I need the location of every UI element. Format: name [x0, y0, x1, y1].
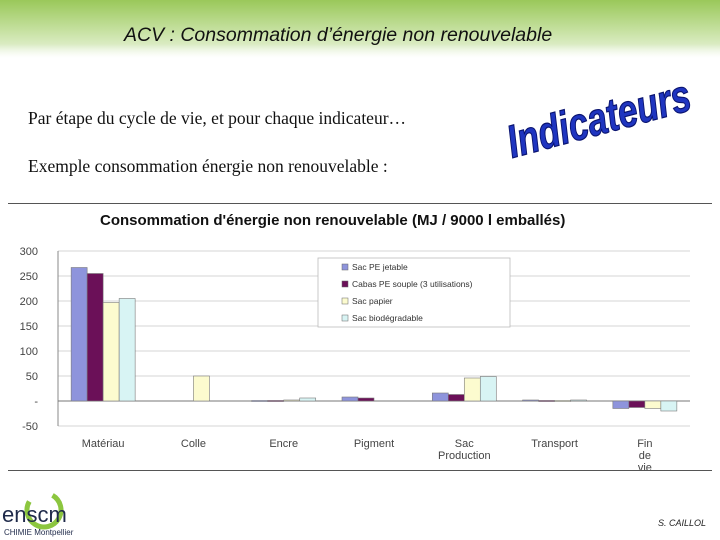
chart-title: Consommation d'énergie non renouvelable … [100, 212, 565, 229]
x-category-label: Pigment [354, 438, 394, 450]
bar [283, 399, 301, 402]
bar [102, 302, 120, 402]
bar [538, 400, 555, 402]
legend-label: Sac PE jetable [352, 262, 408, 272]
bar [251, 400, 269, 402]
chart-bottom-rule [8, 470, 712, 471]
x-category-label: vie [638, 462, 652, 470]
x-category-label: Sac [455, 438, 474, 450]
bar [431, 392, 449, 402]
bar [299, 397, 317, 402]
x-category-label: Matériau [82, 438, 125, 450]
bar [357, 397, 375, 402]
intro-text: Par étape du cycle de vie, et pour chaqu… [28, 108, 407, 128]
bar [193, 375, 210, 402]
legend-swatch [341, 263, 349, 271]
bar [660, 400, 678, 412]
example-text: Exemple consommation énergie non renouve… [28, 156, 388, 176]
y-tick-label: 50 [26, 371, 38, 383]
slide-title: ACV : Consommation d’énergie non renouve… [124, 24, 553, 46]
bar [570, 399, 587, 402]
x-category-label: Fin [637, 438, 652, 450]
y-tick-label: -50 [22, 421, 38, 433]
x-category-label: Production [438, 450, 491, 462]
enscm-logo: enscm CHIMIE Montpellier [2, 490, 74, 537]
x-category-label: de [639, 450, 651, 462]
y-tick-label: 300 [20, 246, 38, 258]
author-credit: S. CAILLOL [657, 518, 706, 528]
bars [70, 267, 678, 412]
chart-top-rule [8, 203, 712, 204]
y-tick-label: 250 [20, 271, 38, 283]
legend-swatch [341, 314, 349, 322]
x-category-label: Encre [269, 438, 298, 450]
legend-label: Sac papier [352, 296, 393, 306]
bar [522, 399, 539, 402]
bar [86, 273, 104, 402]
bar [118, 298, 136, 402]
logo-sub-text: CHIMIE Montpellier [4, 528, 74, 537]
legend-box [317, 257, 511, 328]
bar [267, 400, 285, 402]
y-tick-label: 200 [20, 296, 38, 308]
legend-label: Cabas PE souple (3 utilisations) [352, 279, 473, 289]
legend-label: Sac biodégradable [352, 313, 423, 323]
legend-swatch [341, 297, 349, 305]
bar [554, 400, 571, 402]
bar [628, 400, 646, 408]
bar [341, 396, 359, 402]
wordart-indicateurs: Indicateurs [501, 68, 697, 168]
y-tick-label: 100 [20, 346, 38, 358]
bar [447, 394, 465, 402]
y-axis-ticks: 300 250 200 150 100 50 - -50 [20, 246, 39, 433]
bar [463, 377, 481, 402]
bar [644, 400, 662, 409]
logo-main-text: enscm [2, 502, 67, 527]
legend-swatch [341, 280, 349, 288]
x-category-label: Transport [531, 438, 578, 450]
energy-chart: Consommation d'énergie non renouvelable … [20, 212, 690, 470]
y-tick-label: - [34, 396, 38, 408]
x-category-label: Colle [181, 438, 206, 450]
y-tick-label: 150 [20, 321, 38, 333]
legend: Sac PE jetable Cabas PE souple (3 utilisa… [317, 257, 511, 328]
bar [70, 267, 88, 402]
wordart-text: Indicateurs [501, 69, 696, 168]
title-band [0, 0, 720, 58]
bar [479, 376, 497, 402]
bar [612, 400, 630, 409]
